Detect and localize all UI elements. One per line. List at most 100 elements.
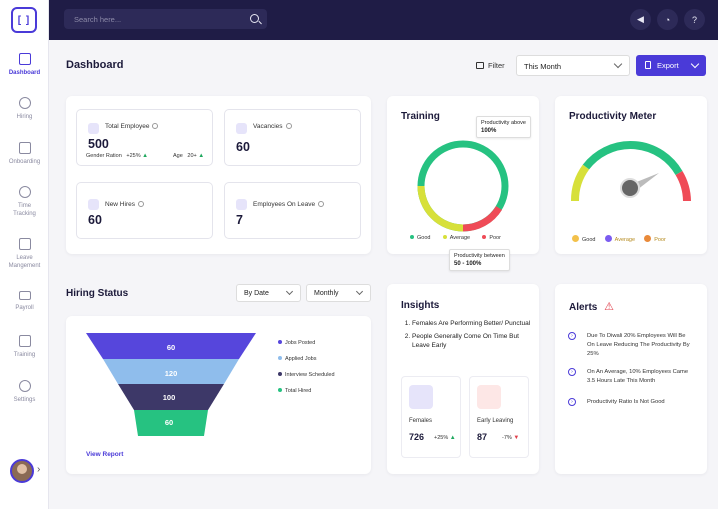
- alert-item[interactable]: › On An Average, 10% Employees Came 3.5 …: [568, 368, 694, 386]
- early-leaving-insight[interactable]: Early Leaving 87 -7% ▼: [469, 376, 529, 458]
- insights-title: Insights: [401, 300, 440, 311]
- alerts-title: Alerts ⚠: [569, 301, 615, 313]
- info-icon: [318, 201, 325, 207]
- training-donut[interactable]: [414, 137, 512, 235]
- people-icon: [18, 97, 31, 109]
- info-icon: [285, 123, 292, 129]
- sidebar: [ ] Dashboard Hiring Onboarding Time Tra…: [0, 0, 49, 509]
- legend-dot-poor: [482, 235, 487, 239]
- females-insight[interactable]: Females 726 +25% ▲: [401, 376, 461, 458]
- legend-interview-scheduled: Interview Scheduled: [278, 372, 335, 378]
- filter-icon: [476, 62, 484, 69]
- chevron-down-icon: [355, 287, 364, 296]
- period-select[interactable]: This Month: [516, 55, 630, 76]
- insight-item: People Generally Come On Time But Leave …: [412, 332, 532, 350]
- people-icon: [88, 123, 99, 134]
- legend-applied-jobs: Applied Jobs: [278, 356, 317, 362]
- insights-list: Females Are Performing Better/ Punctual …: [402, 319, 532, 354]
- dashboard-icon: [18, 53, 31, 65]
- alerts-card: [555, 284, 707, 474]
- insight-item: Females Are Performing Better/ Punctual: [412, 319, 532, 328]
- sidebar-item-hiring[interactable]: Hiring: [0, 97, 49, 121]
- funnel-total-hired: [134, 410, 208, 436]
- alert-item[interactable]: › Due To Diwali 20% Employees Will Be On…: [568, 332, 694, 359]
- user-add-icon: [88, 199, 99, 210]
- bracket-logo-icon[interactable]: [ ]: [11, 7, 37, 33]
- hiring-status-title: Hiring Status: [66, 288, 129, 299]
- bell-icon[interactable]: ◔: [657, 9, 678, 30]
- filter-button[interactable]: Filter: [476, 61, 505, 70]
- donut-poor: [462, 206, 502, 232]
- info-icon: [137, 201, 144, 207]
- chevron-down-icon: [690, 59, 700, 69]
- training-title: Training: [401, 111, 440, 122]
- search-icon[interactable]: [250, 14, 259, 23]
- legend-dot-average: [442, 235, 447, 239]
- sidebar-item-settings[interactable]: Settings: [0, 380, 49, 404]
- sidebar-item-onboarding[interactable]: Onboarding: [0, 142, 49, 166]
- top-bar: Search here... ◀ ◔ ?: [49, 0, 718, 40]
- chevron-down-icon: [613, 59, 623, 69]
- sidebar-item-time-tracking[interactable]: Time Tracking: [0, 186, 49, 218]
- females-icon: [409, 385, 433, 409]
- sidebar-item-dashboard[interactable]: Dashboard: [0, 53, 49, 77]
- legend-dot-good: [410, 235, 414, 239]
- by-date-select[interactable]: By Date: [236, 284, 301, 302]
- calendar-icon: [18, 238, 31, 250]
- funnel-applied-jobs: [103, 359, 239, 384]
- arrow-right-circle-icon: ›: [568, 332, 576, 340]
- export-button[interactable]: Export: [636, 55, 706, 76]
- gear-icon: [18, 380, 31, 392]
- megaphone-icon[interactable]: ◀: [630, 9, 651, 30]
- funnel-interview-scheduled: [118, 384, 224, 410]
- calendar-icon: [236, 199, 247, 210]
- total-employee-stat[interactable]: Total Employee 500 Gender Ration +25% ▲ …: [76, 109, 213, 166]
- gauge-good-arc: [582, 141, 683, 176]
- funnel-value-jobs-posted: 60: [166, 343, 176, 352]
- info-icon: [152, 123, 159, 129]
- sidebar-item-training[interactable]: Training: [0, 335, 49, 359]
- donut-average: [417, 185, 464, 232]
- view-report-link[interactable]: View Report: [86, 451, 124, 458]
- productivity-gauge: [570, 141, 691, 202]
- search-placeholder: Search here...: [74, 15, 122, 24]
- sidebar-item-payroll[interactable]: Payroll: [0, 291, 49, 312]
- arrow-up-icon: ▲: [142, 153, 149, 159]
- early-leaving-icon: [477, 385, 501, 409]
- poor-emoji-icon: [644, 235, 652, 242]
- page-title: Dashboard: [66, 59, 124, 71]
- arrow-down-icon: ▼: [513, 435, 520, 441]
- funnel-jobs-posted: [86, 333, 256, 359]
- search-input[interactable]: Search here...: [64, 9, 267, 29]
- arrow-up-icon: ▲: [449, 435, 456, 441]
- on-leave-stat[interactable]: Employees On Leave 7: [224, 182, 361, 239]
- sidebar-item-leave-management[interactable]: Leave Mangement: [0, 238, 49, 270]
- arrow-right-circle-icon: ›: [568, 398, 576, 406]
- hiring-funnel[interactable]: [86, 333, 256, 436]
- new-hires-stat[interactable]: New Hires 60: [76, 182, 213, 239]
- help-icon[interactable]: ?: [684, 9, 705, 30]
- legend-jobs-posted: Jobs Posted: [278, 340, 315, 346]
- gauge-hub: [620, 178, 640, 198]
- meter-legend: Good Average Poor: [572, 235, 666, 243]
- training-icon: [18, 335, 31, 347]
- arrow-right-circle-icon: ›: [568, 368, 576, 376]
- clock-icon: [18, 186, 31, 198]
- alert-item[interactable]: › Productivity Ratio Is Not Good: [568, 398, 694, 407]
- arrow-up-icon: ▲: [198, 153, 205, 159]
- training-legend: Good Average Poor: [410, 235, 501, 241]
- tooltip-productivity-between: Productivity between 50 - 100%: [449, 249, 510, 271]
- briefcase-icon: [236, 123, 247, 134]
- gauge-average-arc: [570, 164, 590, 202]
- vacancies-stat[interactable]: Vacancies 60: [224, 109, 361, 166]
- tooltip-productivity-above: Productivity above 100%: [476, 116, 531, 138]
- funnel-value-total-hired: 60: [164, 418, 174, 427]
- good-emoji-icon: [572, 235, 579, 242]
- funnel-value-applied-jobs: 120: [164, 369, 178, 378]
- monthly-select[interactable]: Monthly: [306, 284, 371, 302]
- document-icon: [645, 61, 651, 69]
- productivity-meter-title: Productivity Meter: [569, 111, 657, 122]
- chevron-right-icon[interactable]: ›: [37, 464, 41, 475]
- avatar[interactable]: [10, 459, 34, 483]
- onboarding-icon: [18, 142, 31, 154]
